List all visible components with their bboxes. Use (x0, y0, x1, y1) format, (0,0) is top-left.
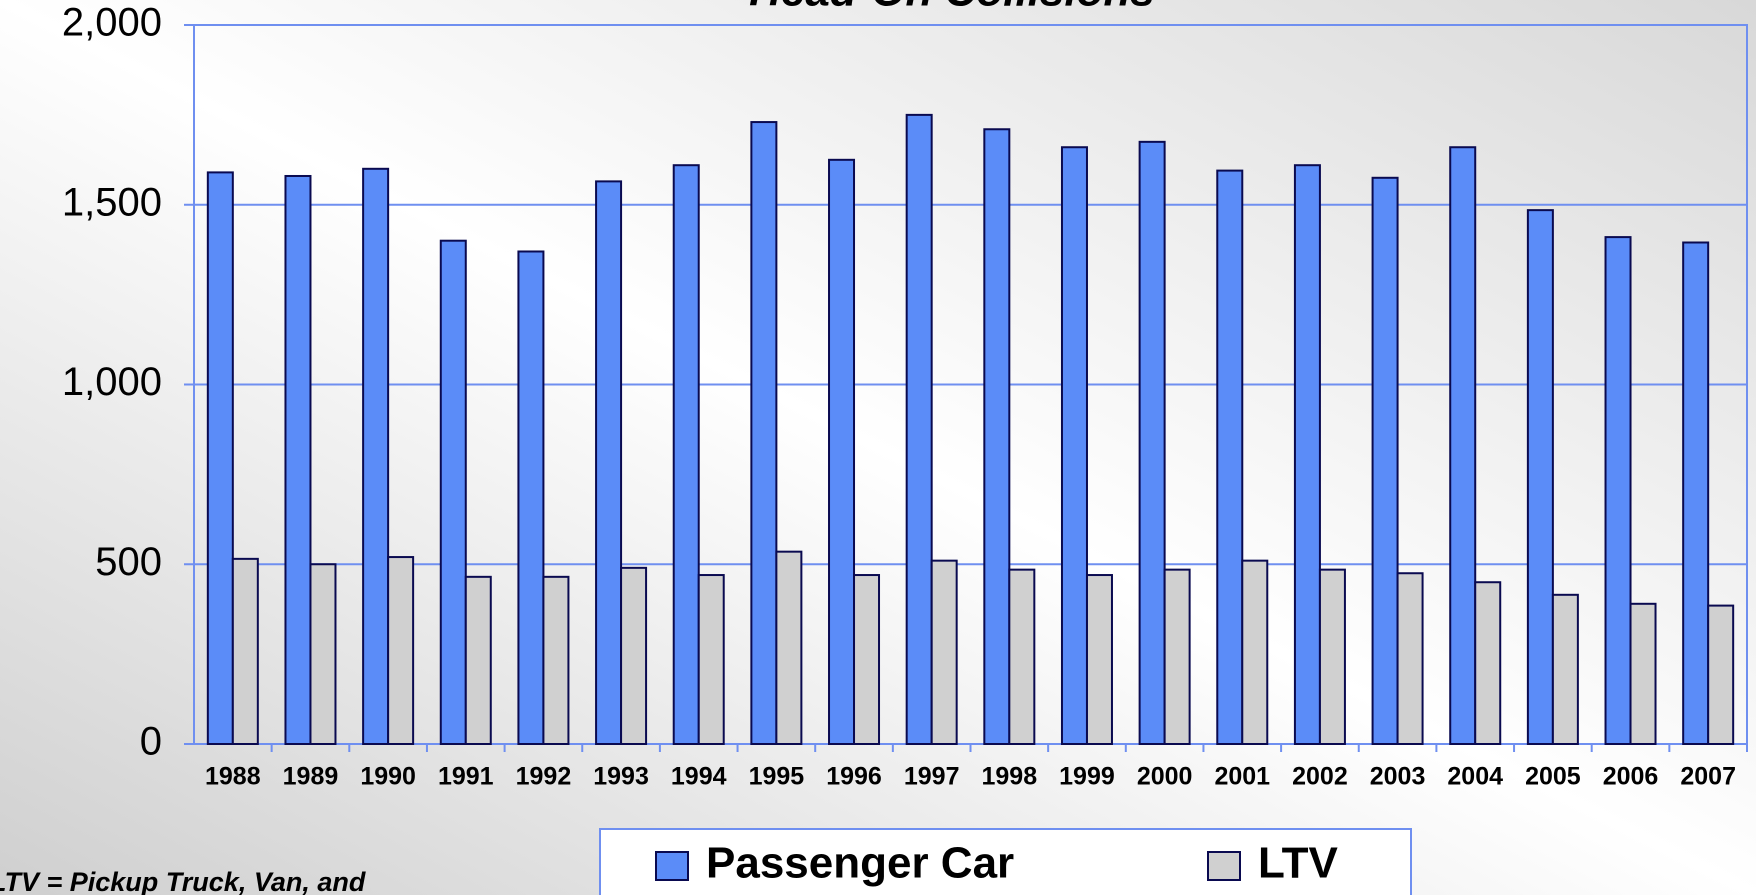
x-tick-label: 2007 (1680, 763, 1736, 791)
bar (1163, 568, 1191, 746)
bar (930, 559, 958, 746)
chart-title: Head-On Collisions (749, 0, 1155, 16)
bar (1682, 241, 1710, 745)
bar (1551, 593, 1579, 745)
legend-label: LTV (1258, 839, 1338, 888)
bar (309, 563, 337, 745)
y-tick-label: 1,500 (62, 180, 162, 224)
bar (542, 575, 570, 746)
y-tick-label: 500 (95, 540, 162, 584)
legend-swatch (655, 851, 689, 881)
x-tick-label: 1989 (283, 763, 339, 791)
bar (1396, 572, 1424, 745)
bar (620, 566, 648, 745)
x-tick-label: 1990 (360, 763, 416, 791)
bar (1371, 176, 1399, 746)
bar (828, 158, 856, 745)
bar (1474, 581, 1502, 745)
bar (1629, 602, 1657, 745)
bar (1138, 140, 1166, 745)
y-tick-label: 0 (140, 720, 162, 764)
x-tick-label: 2005 (1525, 763, 1581, 791)
x-tick-label: 1995 (749, 763, 805, 791)
bar (206, 171, 234, 745)
x-tick-label: 1996 (826, 763, 882, 791)
bar (1008, 568, 1036, 746)
x-tick-label: 1993 (593, 763, 649, 791)
x-tick-label: 1992 (516, 763, 572, 791)
bar (853, 574, 881, 745)
bar (362, 167, 390, 746)
bar (1526, 209, 1554, 745)
bar (1060, 146, 1088, 746)
bar (775, 550, 803, 745)
bar (1707, 604, 1735, 746)
bar (1216, 169, 1244, 746)
x-tick-label: 2002 (1292, 763, 1348, 791)
bar (1293, 164, 1321, 745)
x-tick-label: 1991 (438, 763, 494, 791)
bar (983, 128, 1011, 745)
bar (1085, 574, 1113, 745)
bar (387, 556, 415, 745)
bar (464, 575, 492, 746)
bar (1604, 236, 1632, 745)
legend-swatch (1207, 851, 1241, 881)
legend-label: Passenger Car (706, 839, 1014, 888)
x-tick-label: 2000 (1137, 763, 1193, 791)
x-tick-label: 2004 (1447, 763, 1503, 791)
bar (517, 250, 545, 746)
bar (672, 164, 700, 745)
bar (1241, 559, 1269, 746)
bar (1318, 568, 1346, 746)
y-tick-label: 2,000 (62, 1, 162, 45)
bar (750, 121, 778, 745)
bar (595, 180, 623, 745)
bar (439, 239, 467, 745)
x-tick-label: 2001 (1214, 763, 1270, 791)
legend-box (599, 828, 1412, 895)
bar (231, 557, 259, 745)
x-tick-label: 2006 (1603, 763, 1659, 791)
bar (905, 113, 933, 745)
y-tick-label: 1,000 (62, 360, 162, 404)
x-tick-label: 1999 (1059, 763, 1115, 791)
x-tick-label: 1994 (671, 763, 727, 791)
bar (1449, 146, 1477, 746)
x-tick-label: 1988 (205, 763, 261, 791)
x-tick-label: 1998 (982, 763, 1038, 791)
x-tick-label: 1997 (904, 763, 960, 791)
bar (284, 174, 312, 746)
x-tick-label: 2003 (1370, 763, 1426, 791)
annotation: LTV = Pickup Truck, Van, and (0, 867, 366, 895)
bar (697, 574, 725, 745)
